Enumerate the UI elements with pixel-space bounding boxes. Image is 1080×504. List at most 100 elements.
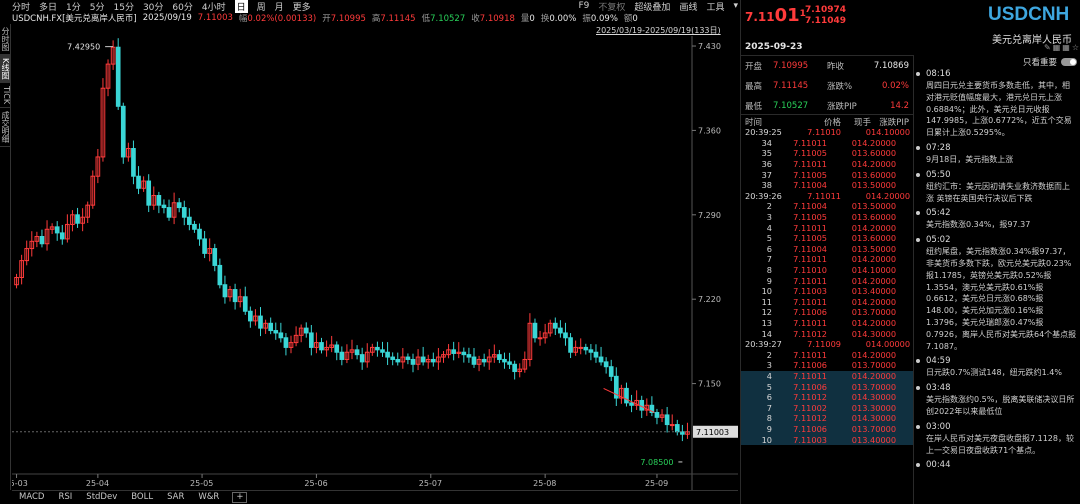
news-item[interactable]: 03:48 美元指数涨约0.5%，脱离美联储决议日所创2022年以来最低位 [914,383,1080,418]
news-item[interactable]: 00:44 [914,460,1080,471]
candle-body [110,46,116,65]
tick-row[interactable]: 2 7.11004 0 13.50000 [741,201,913,212]
candle-body [497,354,502,360]
tab-macd[interactable]: MACD [19,492,45,502]
chevron-down-icon[interactable]: ▾ [733,1,738,11]
tab-kline[interactable]: K线图 [0,55,11,84]
timeframe-6[interactable]: 60分 [172,2,193,13]
news-item[interactable]: 07:28 9月18日，美元指数上涨 [914,143,1080,166]
tick-row[interactable]: 37 7.11005 0 13.60000 [741,169,913,180]
tick-row[interactable]: 5 7.11005 0 13.60000 [741,233,913,244]
tick-row[interactable]: 13 7.11011 0 14.20000 [741,318,913,329]
candle-body [268,322,274,332]
timeframe-2[interactable]: 1分 [66,2,81,13]
tick-change: 14.20000 [871,190,911,201]
news-item[interactable]: 04:59 日元跌0.7%测试148，纽元跌约1.4% [914,356,1080,379]
news-item[interactable]: 05:42 美元指数涨0.34%，报97.37 [914,208,1080,231]
timeframe-8[interactable]: 日 [234,0,248,13]
timeframe-10[interactable]: 月 [274,2,284,13]
tab-tick[interactable]: TICK [0,83,11,109]
tick-row[interactable]: 8 7.11010 0 14.10000 [741,265,913,276]
tick-row[interactable]: 2 7.11011 0 14.20000 [741,349,913,360]
tick-row[interactable]: 6 7.11004 0 13.50000 [741,244,913,255]
grid-icon[interactable]: ▦ [1062,43,1070,52]
tick-row[interactable]: 4 7.11011 0 14.20000 [741,370,913,382]
tab-boll[interactable]: BOLL [131,492,154,502]
timeframe-11[interactable]: 更多 [292,2,311,13]
tick-row[interactable]: 9 7.11006 0 13.70000 [741,423,913,435]
timeframe-1[interactable]: 多日 [39,2,58,13]
star-icon[interactable]: ☆ [1071,43,1079,52]
important-only-toggle[interactable]: 只看重要 [914,55,1080,69]
tick-row[interactable]: 7 7.11002 0 13.30000 [741,402,913,414]
tick-row[interactable]: 11 7.11011 0 14.20000 [741,297,913,308]
tick-row[interactable]: 14 7.11012 0 14.30000 [741,328,913,339]
tick-row[interactable]: 4 7.11011 0 14.20000 [741,222,913,233]
ask-price: 7.11049 [805,16,846,26]
candle-body [131,148,136,177]
tick-price: 7.11011 [793,159,827,170]
news-item[interactable]: 05:02 纽约尾盘，美元指数涨0.34%报97.37，非美货币多数下跌，欧元兑美… [914,235,1080,352]
tick-list[interactable]: 时间 价格 现手 涨跌PIP 20:39:25 7.11010 0 14.10000 3… [741,117,913,504]
bid-ask: 7.10974 7.11049 [805,5,846,27]
tab-wr[interactable]: W&R [198,492,220,502]
timeframe-9[interactable]: 周 [256,2,266,13]
news-time: 08:16 [926,69,951,79]
y-tick-label: 7.360 [698,126,721,135]
tools-button[interactable]: 工具 [706,2,725,13]
news-text: 美元指数涨约0.5%，脱离美联储决议日所创2022年以来最低位 [926,395,1075,416]
overlay-button[interactable]: 超级叠加 [634,2,671,13]
no-adjust-button[interactable]: 不复权 [598,2,626,13]
timeframe-7[interactable]: 4小时 [201,2,226,13]
tick-change: 13.40000 [857,286,897,297]
tab-stddev[interactable]: StdDev [86,492,118,502]
tick-row[interactable]: 20:39:27 7.11009 0 14.00000 [741,339,913,350]
timeframe-5[interactable]: 30分 [142,2,164,13]
candle-body [303,327,309,334]
tab-trade-detail[interactable]: 成交明细 [0,108,11,148]
tab-sar[interactable]: SAR [167,492,185,502]
tick-row[interactable]: 20:39:26 7.11011 0 14.20000 [741,191,913,202]
tick-row[interactable]: 34 7.11011 0 14.20000 [741,138,913,149]
timeframe-4[interactable]: 15分 [113,2,134,13]
tick-row[interactable]: 3 7.11006 0 13.70000 [741,360,913,371]
draw-line-button[interactable]: 画线 [679,2,698,13]
candle-body [156,195,162,206]
tick-row[interactable]: 10 7.11003 0 13.40000 [741,286,913,297]
chart-svg[interactable]: 7.430 7.360 7.290 7.220 7.150 7.42950 7.08500 7… [12,36,738,490]
candle-body [349,349,355,353]
tick-time: 4 [766,370,772,381]
tick-row[interactable]: 20:39:25 7.11010 0 14.10000 [741,127,913,138]
tick-row[interactable]: 38 7.11004 0 13.50000 [741,180,913,191]
candle-body [207,248,213,254]
timeframe-3[interactable]: 5分 [89,2,105,13]
news-item[interactable]: 03:00 在岸人民币对美元夜盘收盘报7.1128，较上一交易日夜盘收跌71个基点… [914,422,1080,457]
tab-rsi[interactable]: RSI [58,492,73,502]
tick-row[interactable]: 35 7.11005 0 13.60000 [741,148,913,159]
tick-volume: 0 [851,233,857,244]
tab-intraday[interactable]: 分时图 [0,24,11,55]
toggle-switch[interactable] [1061,58,1077,66]
tick-row[interactable]: 10 7.11003 0 13.40000 [741,434,913,445]
tick-time: 7 [766,254,772,265]
drawn-trend-line[interactable] [603,387,655,413]
news-item[interactable]: 08:16 周四日元兑主要货币多数走低，其中，相对港元贬值幅度最大，港元兑日元上涨… [914,69,1080,139]
news-feed[interactable]: 只看重要 08:16 周四日元兑主要货币多数走低，其中，相对港元贬值幅度最大，港元… [913,55,1080,504]
candlestick-chart[interactable]: 7.430 7.360 7.290 7.220 7.150 7.42950 7.08500 7… [12,36,738,490]
tick-row[interactable]: 12 7.11006 0 13.70000 [741,307,913,318]
add-indicator-button[interactable]: + [232,492,248,503]
f9-button[interactable]: F9 [578,1,590,11]
news-item[interactable]: 05:50 纽约汇市：美元因初请失业救济数据而上涨 英镑在英国央行决议后下跌 [914,170,1080,205]
tick-row[interactable]: 36 7.11011 0 14.20000 [741,159,913,170]
tick-row[interactable]: 5 7.11006 0 13.70000 [741,381,913,392]
tick-row[interactable]: 8 7.11012 0 14.30000 [741,413,913,424]
edit-icon[interactable]: ✎ [1044,43,1051,52]
tick-row[interactable]: 3 7.11005 0 13.60000 [741,212,913,223]
tick-row[interactable]: 6 7.11012 0 14.30000 [741,391,913,403]
grid-icon[interactable]: ▦ [1052,43,1061,52]
date-range-link[interactable]: 2025/03/19-2025/09/19(133日) [596,26,721,35]
tick-row[interactable]: 7 7.11011 0 14.20000 [741,254,913,265]
tick-row[interactable]: 9 7.11011 0 14.20000 [741,275,913,286]
candle-body [85,204,91,218]
timeframe-0[interactable]: 分时 [12,2,31,13]
